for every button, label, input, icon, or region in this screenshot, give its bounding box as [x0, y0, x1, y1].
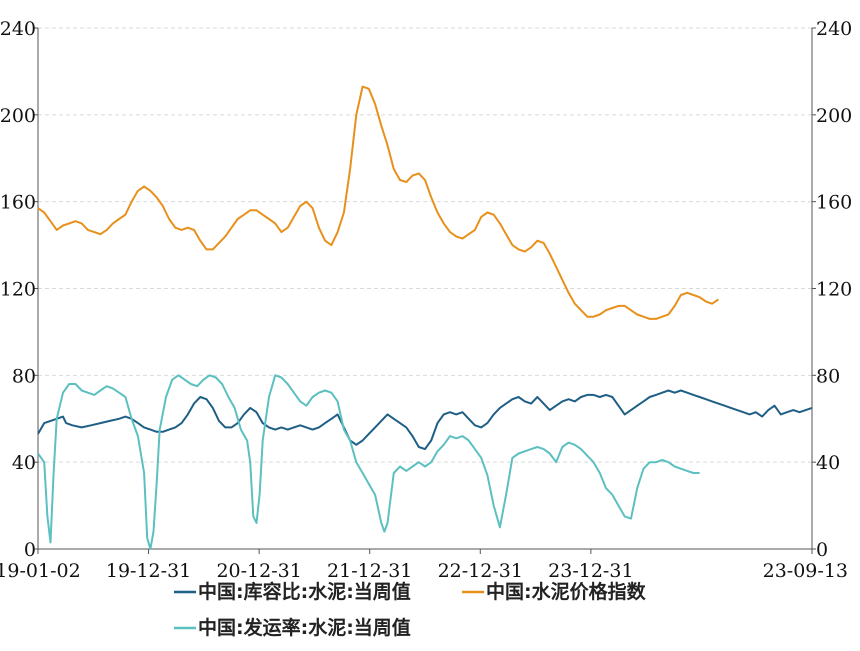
y-tick-label-right: 200	[816, 105, 852, 127]
x-tick-label: 19-12-31	[106, 560, 191, 582]
y-tick-label: 240	[0, 18, 36, 40]
y-tick-label-right: 80	[816, 365, 840, 387]
y-tick-label: 200	[0, 105, 36, 127]
x-tick-label: 21-12-31	[327, 560, 412, 582]
y-ticks-left: 0 40 80 120 160 200 240	[0, 18, 38, 561]
y-tick-label-right: 240	[816, 18, 852, 40]
y-tick-label-right: 160	[816, 192, 852, 214]
y-tick-label-right: 120	[816, 279, 852, 301]
y-tick-label: 120	[0, 279, 36, 301]
x-tick-label: 22-12-31	[438, 560, 523, 582]
x-tick-label: 19-01-02	[0, 560, 81, 582]
legend-label-1: 中国:库容比:水泥:当周值	[198, 580, 411, 603]
y-tick-label-right: 0	[816, 539, 828, 561]
x-tick-label: 23-09-13	[763, 560, 848, 582]
x-ticks: 19-01-02 19-12-31 20-12-31 21-12-31 22-12-31…	[0, 549, 848, 582]
series-line-1	[37, 389, 813, 451]
series-layer	[37, 85, 813, 550]
grid	[38, 27, 812, 463]
series-line-2	[37, 85, 719, 320]
y-tick-label: 80	[12, 365, 36, 387]
y-tick-label: 0	[24, 539, 36, 561]
x-tick-label: 20-12-31	[216, 560, 301, 582]
y-ticks-right: 0 40 80 120 160 200 240	[812, 18, 852, 561]
legend-label-3: 中国:发运率:水泥:当周值	[198, 616, 411, 639]
y-tick-label: 40	[12, 452, 36, 474]
x-tick-label: 23-12-31	[548, 560, 633, 582]
y-tick-label: 160	[0, 192, 36, 214]
y-tick-label-right: 40	[816, 452, 840, 474]
series-line-3	[37, 374, 700, 550]
legend-label-2: 中国:水泥价格指数	[486, 580, 647, 603]
